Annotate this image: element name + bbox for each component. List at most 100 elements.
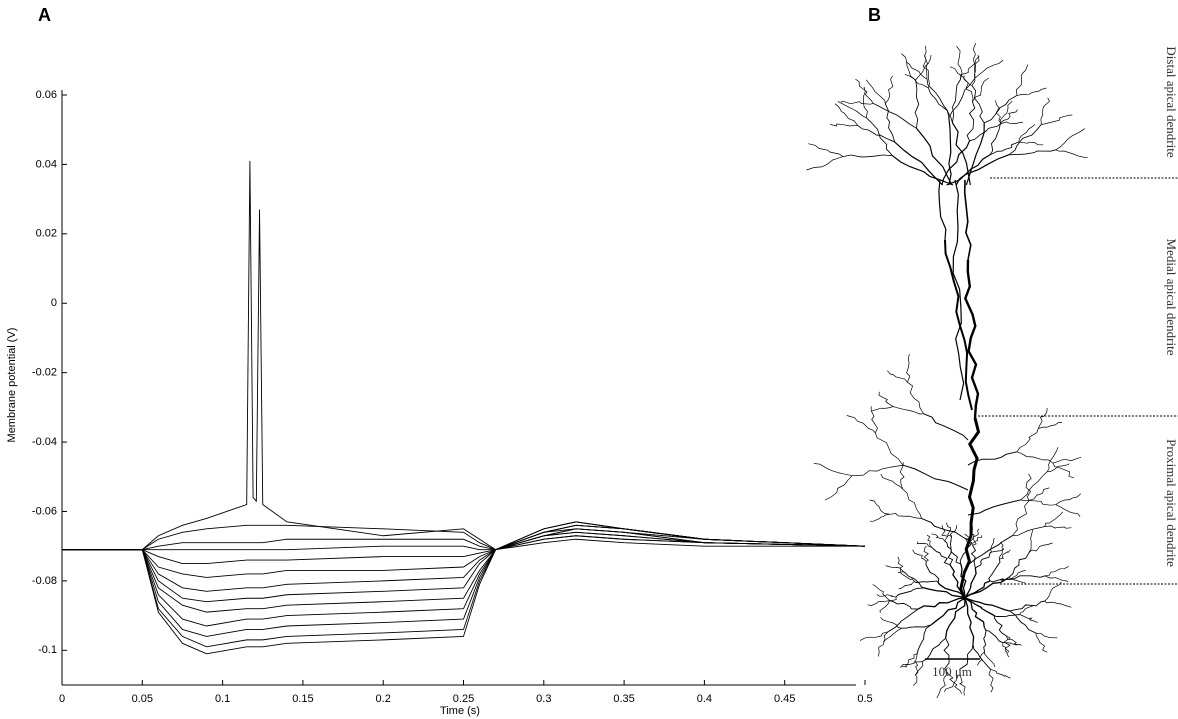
panel-label: A xyxy=(38,5,51,25)
dendrite xyxy=(892,155,954,186)
dendrite xyxy=(1019,605,1034,615)
dendrite xyxy=(923,587,966,599)
dendrite xyxy=(1011,500,1030,537)
x-tick-label: 0.4 xyxy=(697,693,712,705)
dendrite xyxy=(824,475,853,501)
dendrite xyxy=(913,661,924,686)
dendrite xyxy=(915,54,932,81)
dendrite xyxy=(906,354,911,383)
dendrite xyxy=(1011,579,1026,585)
dendrite xyxy=(912,549,927,562)
dendrite xyxy=(882,627,902,643)
trace xyxy=(62,160,866,551)
dendrite xyxy=(1028,542,1053,554)
dendrite xyxy=(983,651,996,668)
x-tick-label: 0.5 xyxy=(857,693,872,705)
dendrite xyxy=(969,123,1002,142)
trace xyxy=(62,524,866,551)
dendrite xyxy=(906,61,928,80)
dendrite xyxy=(1044,525,1072,529)
panel-label: B xyxy=(868,5,881,25)
dendrite xyxy=(1055,493,1082,505)
dendrite xyxy=(1052,456,1082,464)
dendrite xyxy=(1008,124,1042,156)
dendrite xyxy=(914,79,920,129)
x-axis-label: Time (s) xyxy=(440,705,480,717)
dendrite xyxy=(921,637,946,663)
dendrite xyxy=(959,674,966,696)
dendrite xyxy=(943,637,950,674)
dendrite xyxy=(885,565,904,573)
dendrite xyxy=(902,464,969,491)
dendrite xyxy=(993,614,1020,618)
trace xyxy=(62,535,866,551)
dendrite xyxy=(964,580,991,599)
x-tick-label: 0.05 xyxy=(132,693,153,705)
dendrite xyxy=(1038,422,1062,429)
dendrite xyxy=(1009,610,1037,634)
dendrite xyxy=(965,122,985,186)
dendrite xyxy=(871,406,894,412)
dendrite xyxy=(900,653,918,668)
dendrite xyxy=(846,415,876,434)
dendrite xyxy=(960,563,967,599)
dendrite xyxy=(944,239,973,411)
dendrite xyxy=(936,673,949,699)
dendrite xyxy=(1016,451,1054,464)
dendrite xyxy=(967,451,1018,466)
y-tick-label: 0.04 xyxy=(36,158,57,170)
dendrite xyxy=(1044,600,1072,608)
dendrite xyxy=(904,73,929,89)
dendrite xyxy=(870,406,878,433)
dendrite xyxy=(972,643,992,670)
y-tick-label: -0.04 xyxy=(32,436,57,448)
dendrite xyxy=(967,499,1021,516)
dendrite xyxy=(1016,87,1047,96)
dendrite xyxy=(983,626,1004,644)
dendrite xyxy=(925,561,940,583)
dendrite xyxy=(903,571,925,589)
dendrite xyxy=(1016,428,1039,453)
dendrite xyxy=(1000,121,1024,125)
neuron-morphology xyxy=(806,42,1088,699)
y-tick-label: -0.1 xyxy=(38,644,57,656)
dendrite xyxy=(974,59,1004,79)
dendrite xyxy=(967,535,1013,566)
dendrite xyxy=(964,597,985,628)
dendrite xyxy=(829,123,858,127)
dendrite xyxy=(928,87,953,123)
y-axis-label: Membrane potential (V) xyxy=(6,328,18,443)
dendrite xyxy=(941,525,949,544)
dendrite xyxy=(1008,552,1030,579)
dendrite xyxy=(884,75,894,104)
x-tick-label: 0.25 xyxy=(453,693,474,705)
dendrite xyxy=(971,85,985,124)
dendrite xyxy=(899,462,905,490)
dendrite xyxy=(1047,463,1070,472)
dendrite xyxy=(806,156,844,171)
dendrite xyxy=(895,587,925,598)
x-tick-label: 0.3 xyxy=(536,693,551,705)
dendrite xyxy=(1002,642,1010,658)
dendrite xyxy=(949,66,973,86)
dendrite xyxy=(960,55,980,80)
dendrite xyxy=(1018,141,1044,146)
dendrite xyxy=(887,608,919,633)
dendrite xyxy=(971,54,980,86)
region-label: Distal apical dendrite xyxy=(1164,46,1178,157)
dendrite xyxy=(952,179,965,401)
dendrite xyxy=(944,674,961,693)
dendrite xyxy=(1041,114,1073,125)
dendrite xyxy=(879,596,897,614)
dendrite xyxy=(880,474,903,490)
dendrite xyxy=(917,597,966,610)
dendrite xyxy=(880,617,902,629)
dendrite xyxy=(970,535,983,545)
dendrite xyxy=(952,79,961,123)
dendrite xyxy=(876,594,897,598)
dendrite xyxy=(924,45,928,80)
dendrite xyxy=(1020,499,1056,506)
dendrite xyxy=(1028,529,1034,553)
dendrite xyxy=(948,117,952,186)
dendrite xyxy=(999,549,1011,560)
